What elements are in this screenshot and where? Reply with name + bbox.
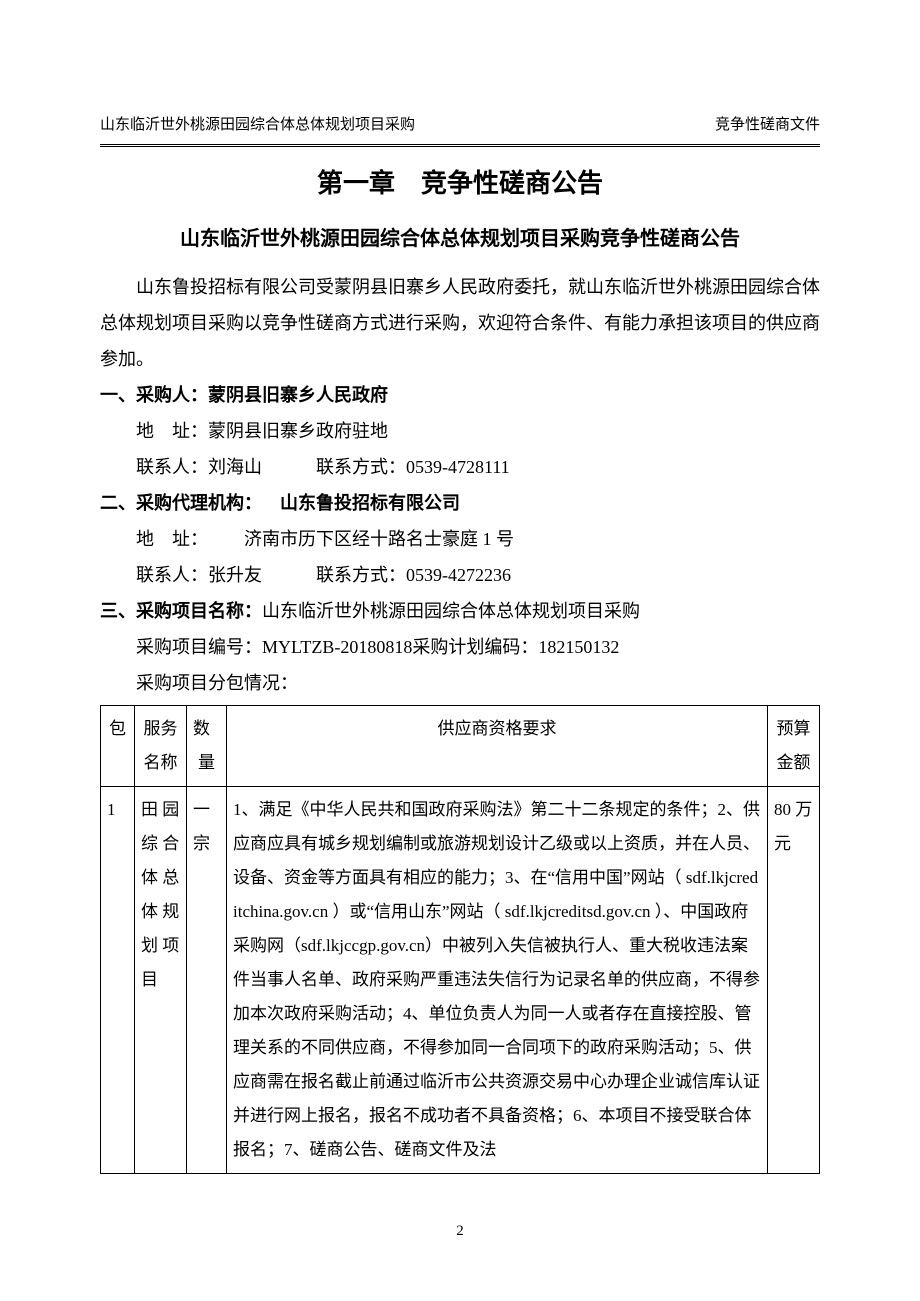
table-row: 1 田 园 综 合 体 总 体 规 划 项 目 一宗 1、满足《中华人民共和国政… bbox=[101, 787, 820, 1174]
project-numbers-line: 采购项目编号：MYLTZB-20180818采购计划编码：182150132 bbox=[100, 629, 820, 665]
phone-label: 联系方式： bbox=[316, 457, 406, 477]
project-no: MYLTZB-20180818 bbox=[262, 637, 412, 657]
chapter-title: 第一章 竞争性磋商公告 bbox=[100, 157, 820, 209]
page-number: 2 bbox=[0, 1216, 920, 1246]
th-requirements: 供应商资格要求 bbox=[227, 706, 768, 787]
cell-quantity: 一宗 bbox=[187, 787, 227, 1174]
contact-label: 联系人： bbox=[136, 565, 208, 585]
subpackage-label: 采购项目分包情况： bbox=[100, 665, 820, 701]
announcement-title: 山东临沂世外桃源田园综合体总体规划项目采购竞争性磋商公告 bbox=[100, 219, 820, 259]
header-left: 山东临沂世外桃源田园综合体总体规划项目采购 bbox=[100, 110, 415, 140]
cell-budget: 80 万元 bbox=[768, 787, 820, 1174]
th-quantity: 数 量 bbox=[187, 706, 227, 787]
phone-label: 联系方式： bbox=[316, 565, 406, 585]
cell-package-no: 1 bbox=[101, 787, 135, 1174]
agency-contact-line: 联系人：张升友 联系方式：0539-4272236 bbox=[100, 557, 820, 593]
section-agency-heading: 二、采购代理机构： 山东鲁投招标有限公司 bbox=[100, 485, 820, 521]
th-service-name: 服务名称 bbox=[135, 706, 187, 787]
project-no-label: 采购项目编号： bbox=[136, 637, 262, 657]
agency-address: 济南市历下区经十路名士豪庭 1 号 bbox=[208, 529, 514, 549]
contact-label: 联系人： bbox=[136, 457, 208, 477]
running-header: 山东临沂世外桃源田园综合体总体规划项目采购 竞争性磋商文件 bbox=[100, 110, 820, 147]
purchaser-contact-name: 刘海山 bbox=[208, 457, 262, 477]
section-purchaser-heading: 一、采购人：蒙阴县旧寨乡人民政府 bbox=[100, 377, 820, 413]
project-name-label: 三、采购项目名称： bbox=[100, 601, 262, 621]
header-right: 竞争性磋商文件 bbox=[715, 110, 820, 140]
address-label: 地 址： bbox=[136, 421, 208, 441]
table-header-row: 包 服务名称 数 量 供应商资格要求 预算金额 bbox=[101, 706, 820, 787]
agency-phone: 0539-4272236 bbox=[406, 565, 511, 585]
plan-no-label: 采购计划编码： bbox=[412, 637, 538, 657]
plan-no: 182150132 bbox=[538, 637, 619, 657]
project-name-value: 山东临沂世外桃源田园综合体总体规划项目采购 bbox=[262, 601, 640, 621]
cell-requirements: 1、满足《中华人民共和国政府采购法》第二十二条规定的条件；2、供应商应具有城乡规… bbox=[227, 787, 768, 1174]
purchaser-contact-line: 联系人：刘海山 联系方式：0539-4728111 bbox=[100, 449, 820, 485]
purchaser-phone: 0539-4728111 bbox=[406, 457, 510, 477]
cell-service-name: 田 园 综 合 体 总 体 规 划 项 目 bbox=[135, 787, 187, 1174]
th-budget: 预算金额 bbox=[768, 706, 820, 787]
purchaser-address-line: 地 址：蒙阴县旧寨乡政府驻地 bbox=[100, 413, 820, 449]
agency-address-line: 地 址： 济南市历下区经十路名士豪庭 1 号 bbox=[100, 521, 820, 557]
agency-contact-name: 张升友 bbox=[208, 565, 262, 585]
address-label: 地 址： bbox=[136, 529, 208, 549]
purchaser-address: 蒙阴县旧寨乡政府驻地 bbox=[208, 421, 388, 441]
package-table: 包 服务名称 数 量 供应商资格要求 预算金额 1 田 园 综 合 体 总 体 … bbox=[100, 705, 820, 1174]
intro-paragraph: 山东鲁投招标有限公司受蒙阴县旧寨乡人民政府委托，就山东临沂世外桃源田园综合体总体… bbox=[100, 269, 820, 377]
th-package: 包 bbox=[101, 706, 135, 787]
section-project-heading: 三、采购项目名称：山东临沂世外桃源田园综合体总体规划项目采购 bbox=[100, 593, 820, 629]
